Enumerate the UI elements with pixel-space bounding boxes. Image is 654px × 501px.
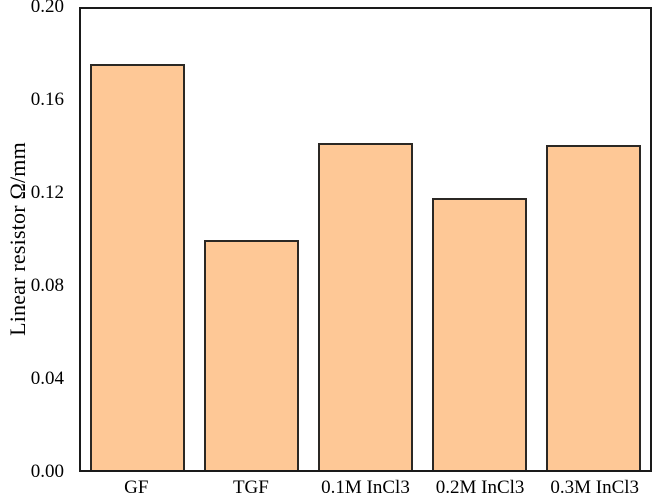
y-tick-label: 0.12	[30, 182, 64, 203]
y-tick-label: 0.04	[30, 368, 64, 389]
bar-0-1m-incl3	[317, 142, 413, 470]
x-tick-label: TGF	[232, 477, 269, 498]
x-tick-label: 0.1M InCl3	[321, 477, 410, 498]
y-tick-label: 0.16	[30, 89, 64, 110]
x-tick-label: 0.3M InCl3	[550, 477, 640, 498]
bar-tgf	[204, 239, 300, 470]
bar-0-2m-incl3	[431, 198, 527, 470]
plot-area	[79, 7, 652, 472]
y-axis-tick-labels: 0.00 0.04 0.08 0.12 0.16 0.20	[0, 0, 64, 482]
x-axis-tick-labels: GF TGF 0.1M InCl3 0.2M InCl3 0.3M InCl3	[79, 477, 652, 501]
x-tick-label: GF	[124, 477, 149, 498]
y-tick-label: 0.08	[30, 275, 64, 296]
bar-0-3m-incl3	[545, 145, 641, 470]
bars-container	[81, 9, 650, 470]
bar-gf	[90, 64, 186, 470]
x-tick-label: 0.2M InCl3	[435, 477, 525, 498]
y-tick-label: 0.20	[30, 0, 64, 17]
y-tick-label: 0.00	[30, 461, 64, 482]
